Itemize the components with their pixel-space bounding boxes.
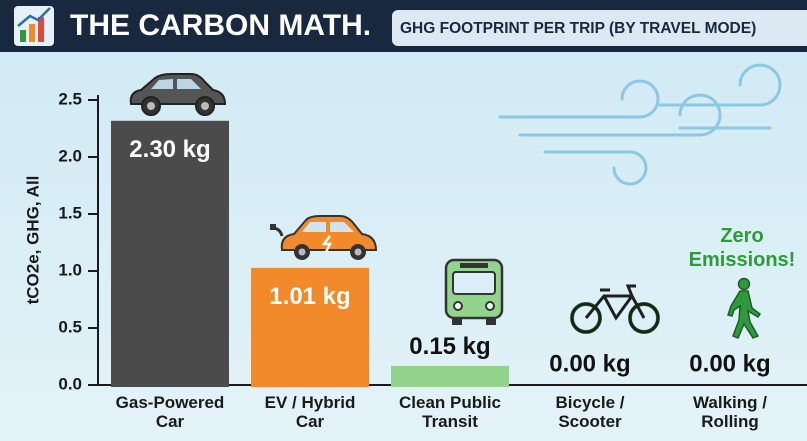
y-tick-label: 2.0 [58,146,82,165]
bar [251,267,369,387]
bar [111,120,229,388]
y-tick-label: 0.5 [58,317,82,336]
bar [391,365,509,387]
bus-icon [444,258,504,325]
value-label: 2.30 kg [129,136,210,163]
chart-title: THE CARBON MATH. [70,9,371,42]
wind-decoration [498,63,782,186]
x-tick-label: EV / Hybrid Car [264,393,356,431]
chart-subtitle: GHG FOOTPRINT PER TRIP (BY TRAVEL MODE) [400,20,756,37]
value-label: 0.15 kg [409,333,490,360]
ev-icon [270,215,378,260]
x-tick-label: Bicycle / Scooter [555,393,625,431]
x-tick-label: Clean Public Transit [398,393,502,431]
bicycle-icon [570,284,660,334]
y-tick-label: 1.0 [58,260,82,279]
x-tick-label: Gas-Powered Car [115,393,225,431]
y-tick-label: 2.5 [58,89,82,108]
value-label: 0.00 kg [689,350,770,377]
header-icon [14,6,54,46]
x-tick-label: Walking / Rolling [693,393,767,431]
y-tick-label: 1.5 [58,203,82,222]
car-icon [129,73,227,116]
annotation: Zero Emissions! [688,225,796,271]
y-axis-title: tCO2e, GHG, All [23,176,42,305]
subtitle-box [392,10,807,46]
value-label: 0.00 kg [549,350,630,377]
walker-icon [727,277,762,339]
value-label: 1.01 kg [269,283,350,310]
y-tick-label: 0.0 [58,374,82,393]
